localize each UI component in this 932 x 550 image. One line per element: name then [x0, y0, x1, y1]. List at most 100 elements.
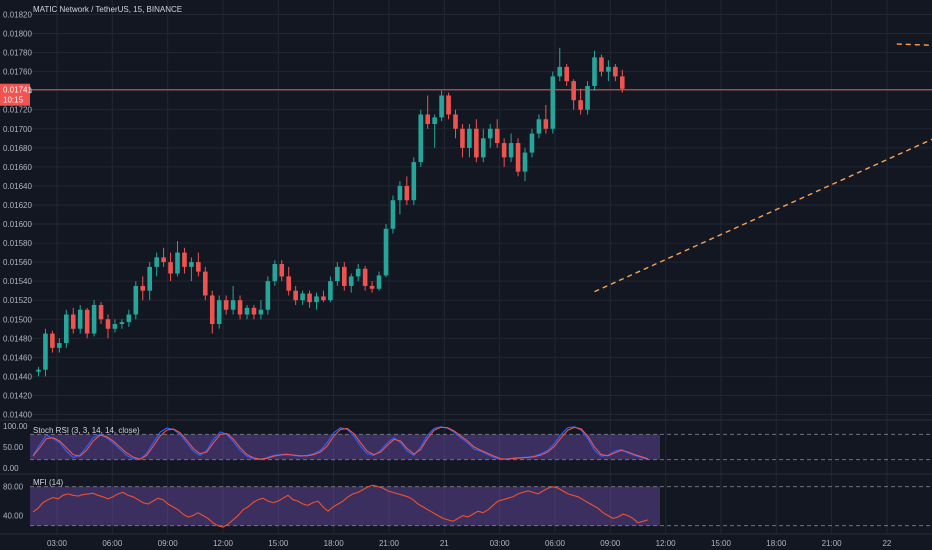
- last-price-value: 0.01741: [3, 86, 32, 95]
- time-tick-label: 18:00: [766, 539, 787, 548]
- price-tick-label: 0.01760: [3, 68, 32, 77]
- candle-body: [279, 264, 285, 277]
- price-tick-label: 0.01600: [3, 220, 32, 229]
- price-tick-label: 0.01680: [3, 144, 32, 153]
- candle-body: [314, 296, 319, 303]
- mfi-band: [30, 486, 660, 526]
- candle-body: [335, 266, 340, 282]
- time-tick-label: 03:00: [47, 539, 68, 548]
- candle-body: [467, 128, 472, 148]
- candle-body: [390, 200, 396, 229]
- price-tick-label: 0.01540: [3, 277, 32, 286]
- candle-body: [550, 76, 556, 129]
- candle-body: [508, 143, 514, 158]
- candle-body: [543, 119, 549, 129]
- candle-body: [175, 252, 180, 274]
- time-tick-label: 21:00: [379, 539, 400, 548]
- candle-body: [599, 57, 604, 72]
- candle-body: [376, 275, 382, 289]
- candle-body: [397, 185, 403, 201]
- candle-body: [362, 268, 368, 286]
- time-tick-label: 21:00: [822, 539, 843, 548]
- mfi-line: [32, 484, 649, 528]
- candle-body: [293, 290, 298, 301]
- candle-body: [404, 185, 410, 201]
- candle-body: [460, 128, 465, 148]
- candle-body: [244, 307, 250, 315]
- candle-body: [432, 117, 437, 125]
- time-tick-label: 06:00: [102, 539, 123, 548]
- price-tick-label: 0.01660: [3, 163, 32, 172]
- candle-body: [133, 285, 139, 315]
- candle-body: [592, 57, 597, 86]
- stoch-rsi-d-line: [32, 426, 649, 460]
- candle-body: [36, 369, 41, 372]
- candle-body: [43, 333, 48, 370]
- price-tick-label: 0.01420: [3, 391, 32, 400]
- price-tick-label: 0.01620: [3, 201, 32, 210]
- candle-body: [258, 309, 264, 315]
- time-tick-label: 18:00: [324, 539, 345, 548]
- mfi-tick-label: 40.00: [3, 512, 24, 521]
- candle-body: [348, 276, 354, 286]
- candle-body: [237, 300, 243, 315]
- candle-body: [230, 300, 236, 310]
- candle-body: [529, 133, 535, 153]
- candle-body: [481, 138, 486, 158]
- candle-body: [446, 95, 451, 115]
- price-tick-label: 0.01720: [3, 106, 32, 115]
- candle-body: [119, 322, 125, 325]
- candle-body: [620, 76, 625, 89]
- candle-body: [272, 264, 278, 282]
- candle-body: [522, 152, 528, 172]
- candle-body: [154, 257, 159, 267]
- time-tick-label: 21: [440, 539, 449, 548]
- price-tick-label: 0.01820: [3, 11, 32, 20]
- candle-body: [571, 81, 576, 101]
- candle-body: [557, 66, 563, 77]
- candle-body: [307, 293, 312, 303]
- price-tick-label: 0.01440: [3, 372, 32, 381]
- candle-body: [84, 309, 90, 334]
- candle-body: [50, 333, 55, 348]
- candle-body: [418, 114, 424, 163]
- candle-body: [321, 296, 326, 301]
- last-price-tag: [0, 83, 30, 106]
- time-tick-label: 12:00: [656, 539, 677, 548]
- candle-body: [585, 85, 590, 110]
- candle-body: [383, 228, 389, 276]
- mfi-title: MFI (14): [33, 478, 64, 487]
- candle-body: [300, 293, 305, 301]
- candle-body: [425, 114, 430, 125]
- price-tick-label: 0.01480: [3, 334, 32, 343]
- candle-body: [209, 295, 215, 325]
- candle-body: [126, 314, 132, 323]
- price-tick-label: 0.01520: [3, 296, 32, 305]
- mfi-tick-label: 80.00: [3, 483, 24, 492]
- price-tick-label: 0.01500: [3, 315, 32, 324]
- candle-body: [216, 300, 222, 325]
- candle-body: [98, 304, 104, 320]
- candle-body: [147, 266, 152, 291]
- price-tick-label: 0.01700: [3, 125, 32, 134]
- time-tick-label: 22: [882, 539, 891, 548]
- candle-body: [369, 285, 375, 289]
- candle-body: [196, 262, 201, 272]
- candle-body: [251, 307, 257, 315]
- price-tick-label: 0.01560: [3, 258, 32, 267]
- stoch-rsi-tick-label: 100.00: [3, 422, 28, 431]
- axes: 0.018200.018000.017800.017600.017400.017…: [3, 11, 892, 549]
- candle-body: [286, 276, 291, 291]
- candle-body: [536, 119, 542, 134]
- price-tick-label: 0.01400: [3, 411, 32, 420]
- candle-body: [182, 252, 187, 267]
- price-tick-label: 0.01460: [3, 353, 32, 362]
- candle-body: [474, 128, 479, 158]
- candle-body: [64, 314, 69, 344]
- candles: [30, 47, 932, 377]
- candle-body: [487, 128, 493, 139]
- price-tick-label: 0.01780: [3, 49, 32, 58]
